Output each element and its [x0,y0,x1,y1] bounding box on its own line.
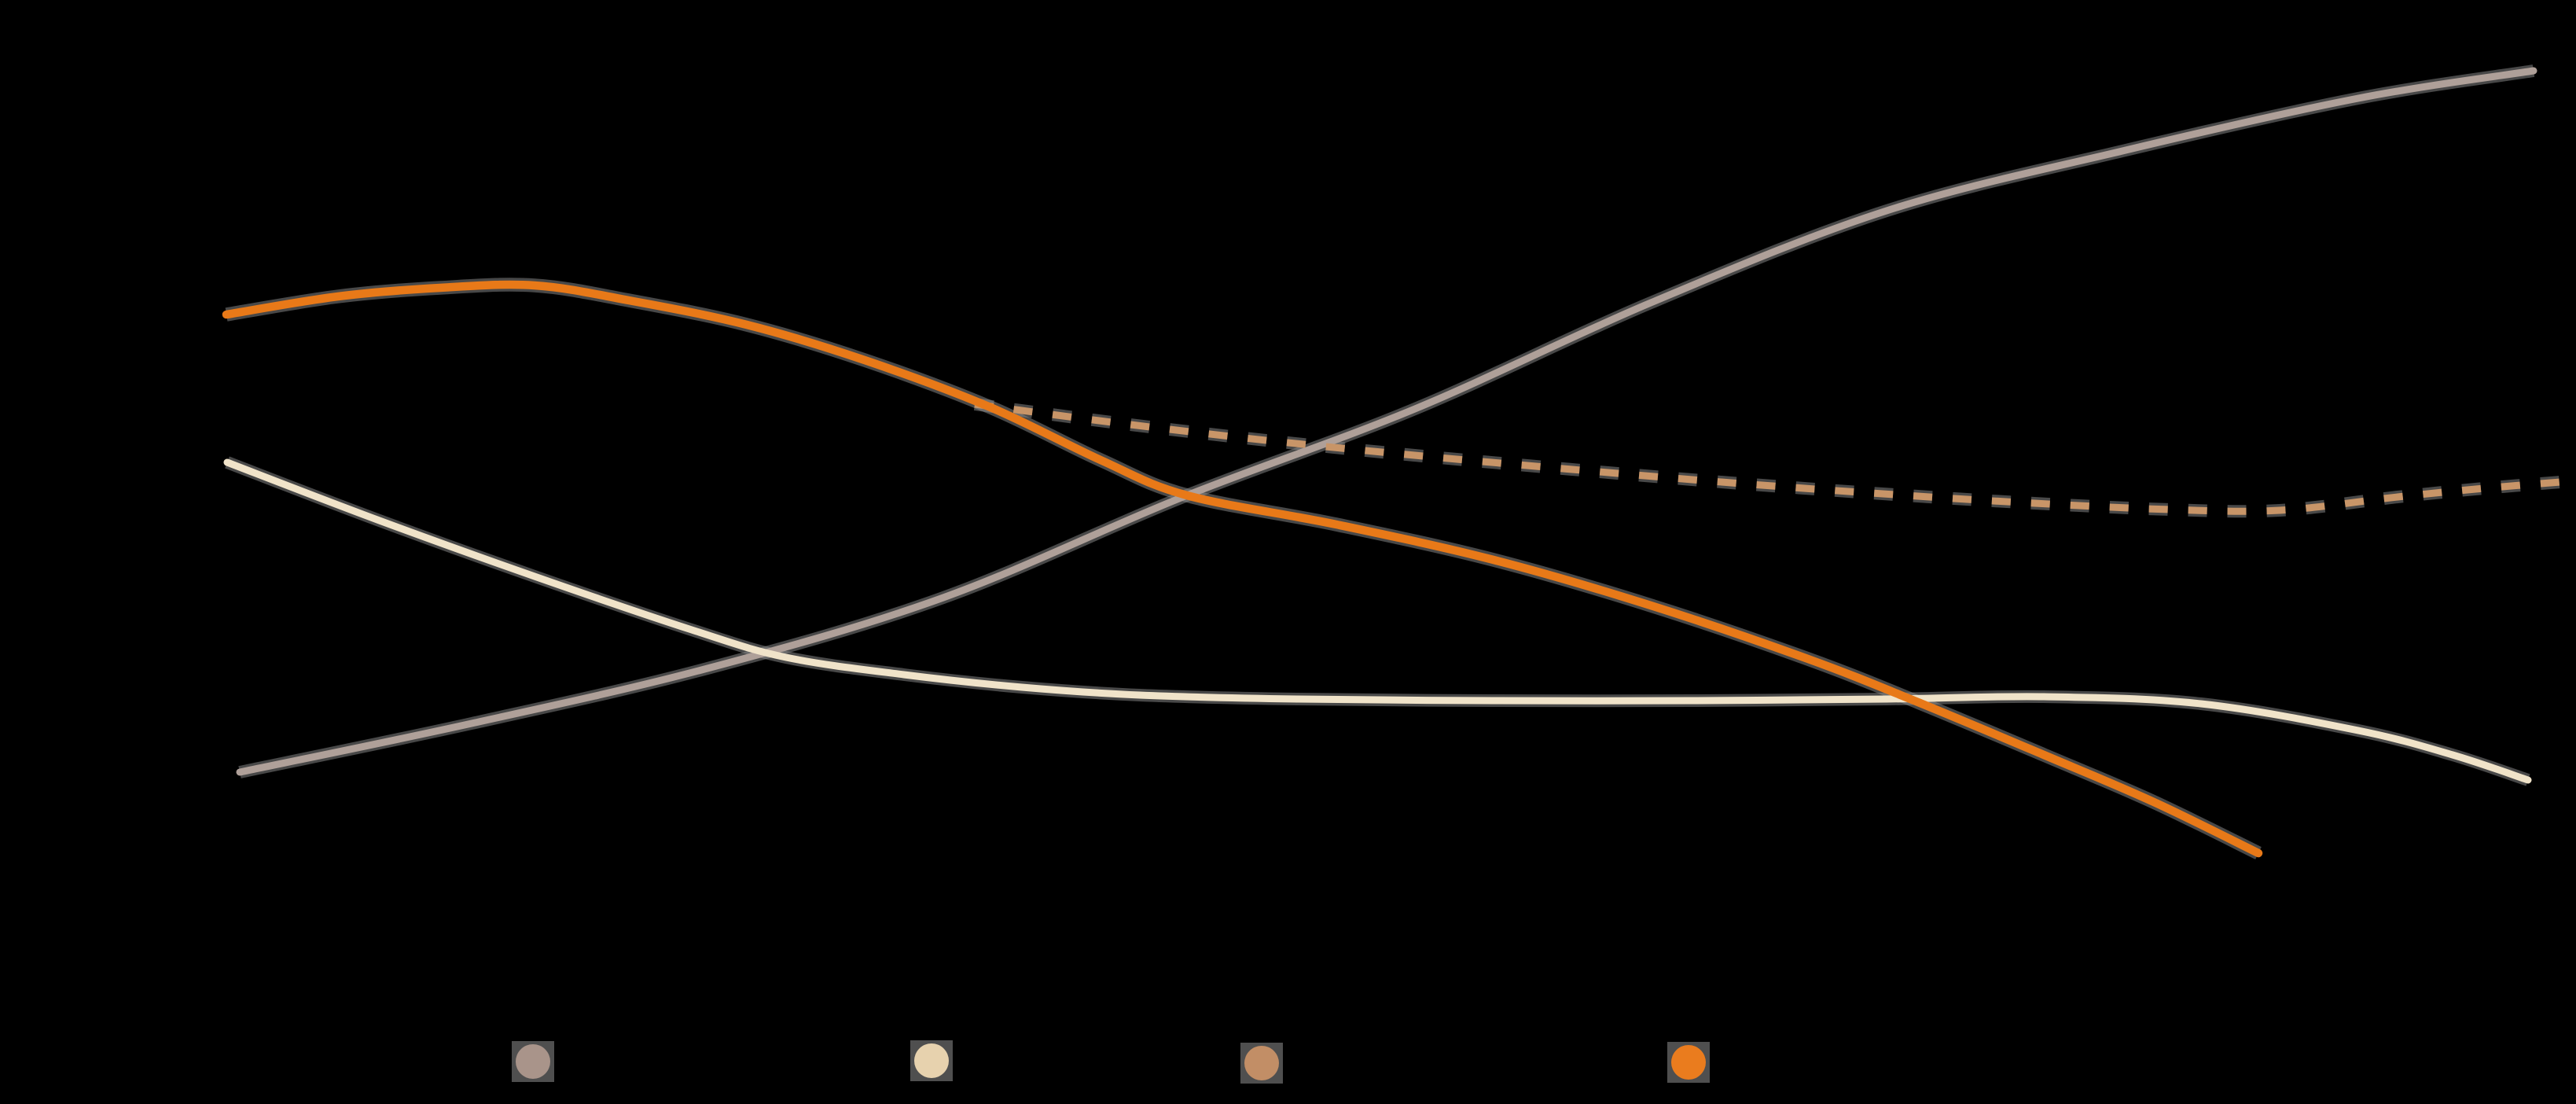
cream-line-halo [225,456,2530,786]
legend [512,1040,1710,1084]
tan-dashed-line-legend-marker [1244,1046,1279,1080]
orange-line-legend-marker [1671,1045,1706,1080]
antialias-halo-layer [225,64,2571,859]
series-lines [222,67,2571,858]
cream-line-legend-marker [914,1043,949,1078]
taupe-line [236,67,2537,776]
orange-line [222,280,2263,858]
taupe-line-legend-marker [516,1044,550,1079]
cream-line [223,458,2532,784]
